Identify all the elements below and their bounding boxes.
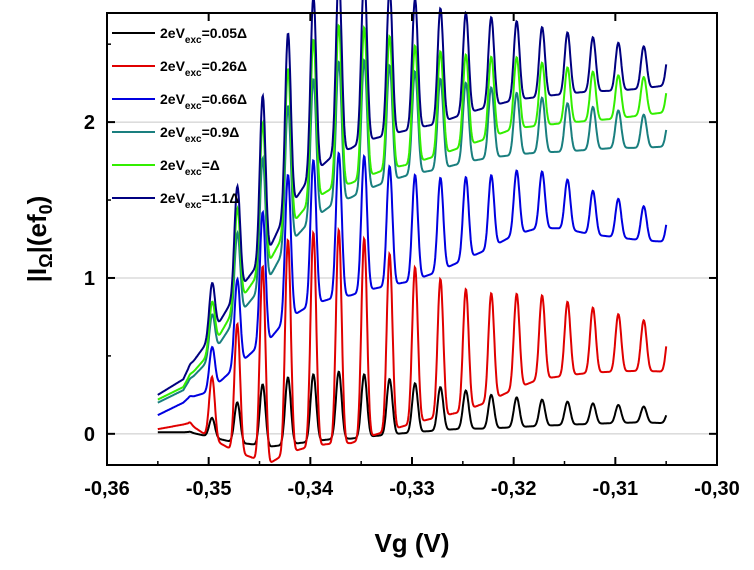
x-tick-label-2: -0,34 [288,478,334,500]
x-tick-label-5: -0,31 [593,478,639,500]
y-axis-title-sub2: 0 [36,204,56,214]
x-tick-label-3: -0,33 [389,478,435,500]
y-axis-title: |IΩ|(ef0) [22,196,56,283]
legend-label-5: 2eVexc=1.1Δ [160,190,239,211]
x-axis-title: Vg (V) [374,528,449,558]
tick-layer: -0,36 -0,35 -0,34 -0,33 -0,32 -0,31 -0,30 0 1 2 [84,13,740,500]
y-tick-label-1: 1 [84,268,95,290]
legend-label-1: 2eVexc=0.26Δ [160,58,247,79]
series-line-1 [157,226,668,463]
y-axis-title-mid: |(ef [22,214,52,253]
legend-label-4: 2eVexc=Δ [160,157,220,178]
legend-layer: 2eVexc=0.05Δ 2eVexc=0.26Δ 2eVexc=0.66Δ 2eVe… [112,25,247,211]
x-tick-label-4: -0,32 [491,478,537,500]
legend-label-2: 2eVexc=0.66Δ [160,91,247,112]
series-line-2 [157,151,668,416]
y-axis-title-sub1: Ω [36,253,56,267]
y-tick-label-0: 0 [84,424,95,446]
y-axis-title-main: |I [22,268,52,283]
series-layer [157,0,668,463]
series-line-5 [157,0,668,396]
x-tick-label-6: -0,30 [694,478,740,500]
x-tick-label-1: -0,35 [186,478,232,500]
y-tick-label-2: 2 [84,112,95,134]
legend-label-3: 2eVexc=0.9Δ [160,124,239,145]
series-line-4 [157,23,668,401]
x-tick-label-0: -0,36 [84,478,130,500]
y-axis-title-end: ) [22,196,52,205]
legend-label-0: 2eVexc=0.05Δ [160,25,247,46]
